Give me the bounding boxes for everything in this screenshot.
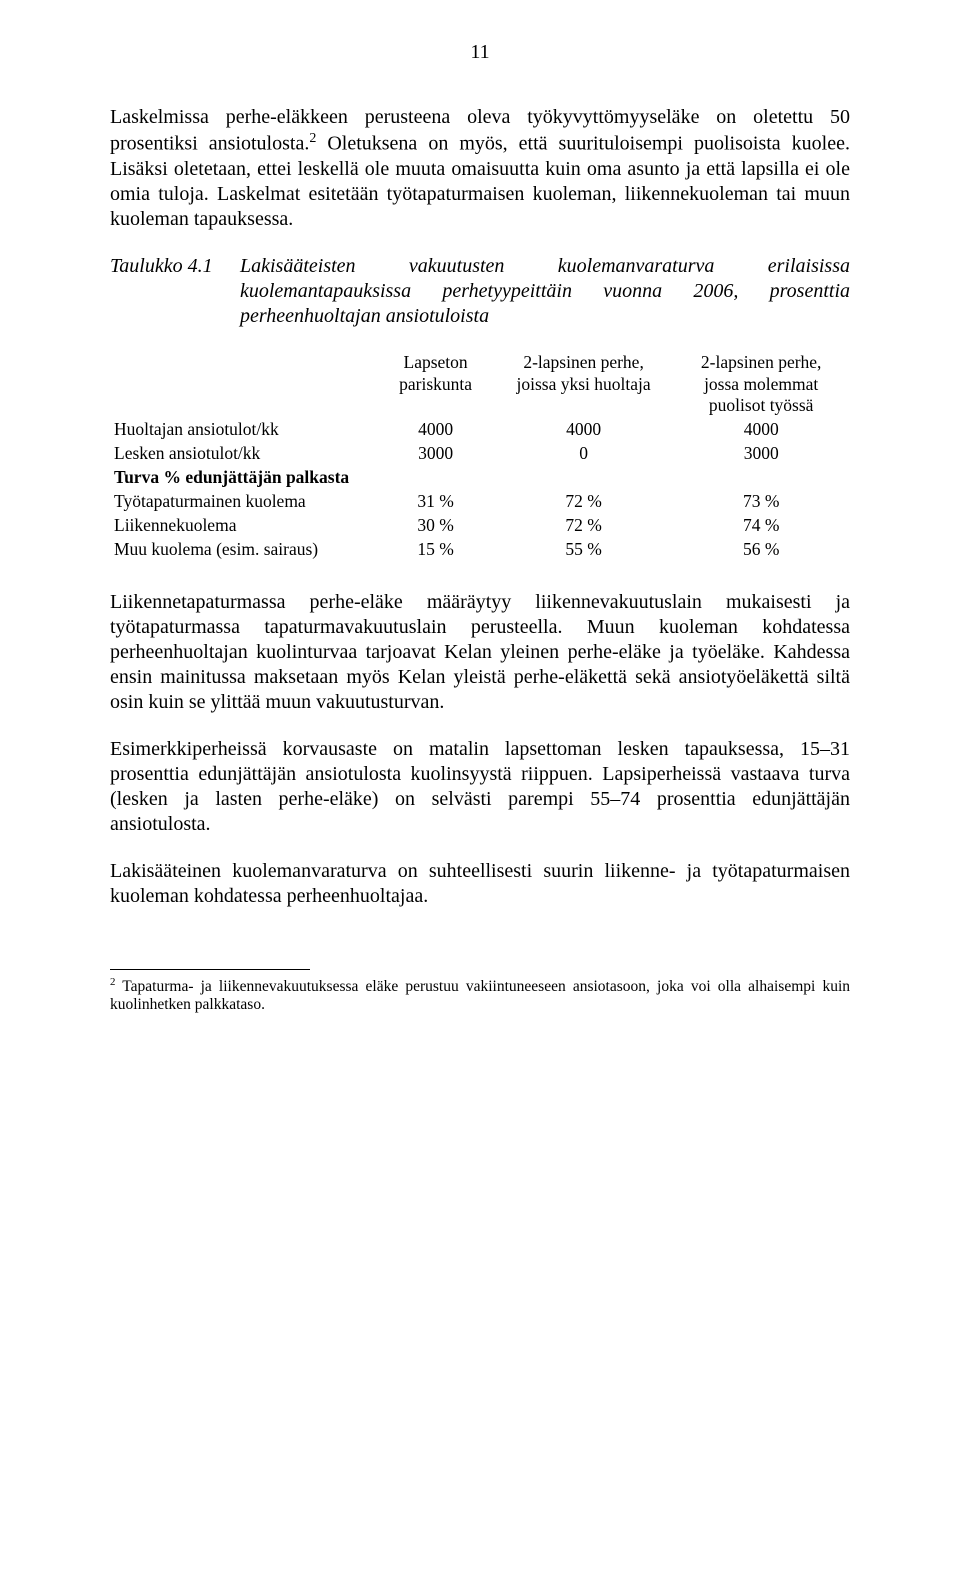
cell-v2: 72 % [495, 490, 673, 514]
cell-label: Liikennekuolema [110, 514, 376, 538]
table-row: Turva % edunjättäjän palkasta [110, 466, 850, 490]
cell-v2: 0 [495, 442, 673, 466]
page: 11 Laskelmissa perhe-eläkkeen perusteena… [0, 0, 960, 1075]
cell-v1: 30 % [376, 514, 494, 538]
th-c4b: jossa molemmat [704, 374, 818, 394]
cell-v1: 3000 [376, 442, 494, 466]
cell-label: Huoltajan ansiotulot/kk [110, 418, 376, 442]
cell-v3: 56 % [672, 538, 850, 562]
cell-v3: 3000 [672, 442, 850, 466]
cell-v3: 73 % [672, 490, 850, 514]
cell-label: Työtapaturmainen kuolema [110, 490, 376, 514]
table-row: Liikennekuolema 30 % 72 % 74 % [110, 514, 850, 538]
cell-v1: 15 % [376, 538, 494, 562]
cell-label: Muu kuolema (esim. sairaus) [110, 538, 376, 562]
table-header-row: Lapseton pariskunta 2-lapsinen perhe, jo… [110, 351, 850, 419]
cell-v3: 74 % [672, 514, 850, 538]
table-row: Työtapaturmainen kuolema 31 % 72 % 73 % [110, 490, 850, 514]
cell-v1 [376, 466, 494, 490]
cell-v2: 72 % [495, 514, 673, 538]
cell-v2: 4000 [495, 418, 673, 442]
footnote-2: 2 Tapaturma- ja liikennevakuutuksessa el… [110, 976, 850, 1015]
th-c3a: 2-lapsinen perhe, [523, 352, 644, 372]
table-row: Lesken ansiotulot/kk 3000 0 3000 [110, 442, 850, 466]
table-body: Huoltajan ansiotulot/kk 4000 4000 4000 L… [110, 418, 850, 561]
paragraph-3: Esimerkkiperheissä korvausaste on matali… [110, 737, 850, 837]
th-c4c: puolisot työssä [709, 395, 814, 415]
cell-label: Lesken ansiotulot/kk [110, 442, 376, 466]
footnote-separator [110, 969, 310, 970]
th-col4: 2-lapsinen perhe, jossa molemmat puoliso… [672, 351, 850, 419]
paragraph-1: Laskelmissa perhe-eläkkeen perusteena ol… [110, 105, 850, 232]
th-c4a: 2-lapsinen perhe, [701, 352, 822, 372]
cell-v1: 4000 [376, 418, 494, 442]
cell-v3 [672, 466, 850, 490]
table-row: Huoltajan ansiotulot/kk 4000 4000 4000 [110, 418, 850, 442]
cell-v2 [495, 466, 673, 490]
table-label: Taulukko 4.1 [110, 254, 240, 329]
cell-v1: 31 % [376, 490, 494, 514]
th-c2b: pariskunta [399, 374, 472, 394]
th-c3b: joissa yksi huoltaja [517, 374, 651, 394]
th-col3: 2-lapsinen perhe, joissa yksi huoltaja [495, 351, 673, 419]
table-caption-row: Taulukko 4.1 Lakisääteisten vakuutusten … [110, 254, 850, 329]
th-c2a: Lapseton [404, 352, 468, 372]
cell-v3: 4000 [672, 418, 850, 442]
table-caption: Lakisääteisten vakuutusten kuolemanvarat… [240, 254, 850, 329]
paragraph-4: Lakisääteinen kuolemanvaraturva on suhte… [110, 859, 850, 909]
th-empty [110, 351, 376, 419]
data-table: Lapseton pariskunta 2-lapsinen perhe, jo… [110, 351, 850, 562]
cell-label: Turva % edunjättäjän palkasta [110, 466, 376, 490]
table-row: Muu kuolema (esim. sairaus) 15 % 55 % 56… [110, 538, 850, 562]
paragraph-2: Liikennetapaturmassa perhe-eläke määräyt… [110, 590, 850, 715]
footnote-text: Tapaturma- ja liikennevakuutuksessa eläk… [110, 978, 850, 1014]
page-number: 11 [110, 40, 850, 65]
th-col2: Lapseton pariskunta [376, 351, 494, 419]
cell-v2: 55 % [495, 538, 673, 562]
